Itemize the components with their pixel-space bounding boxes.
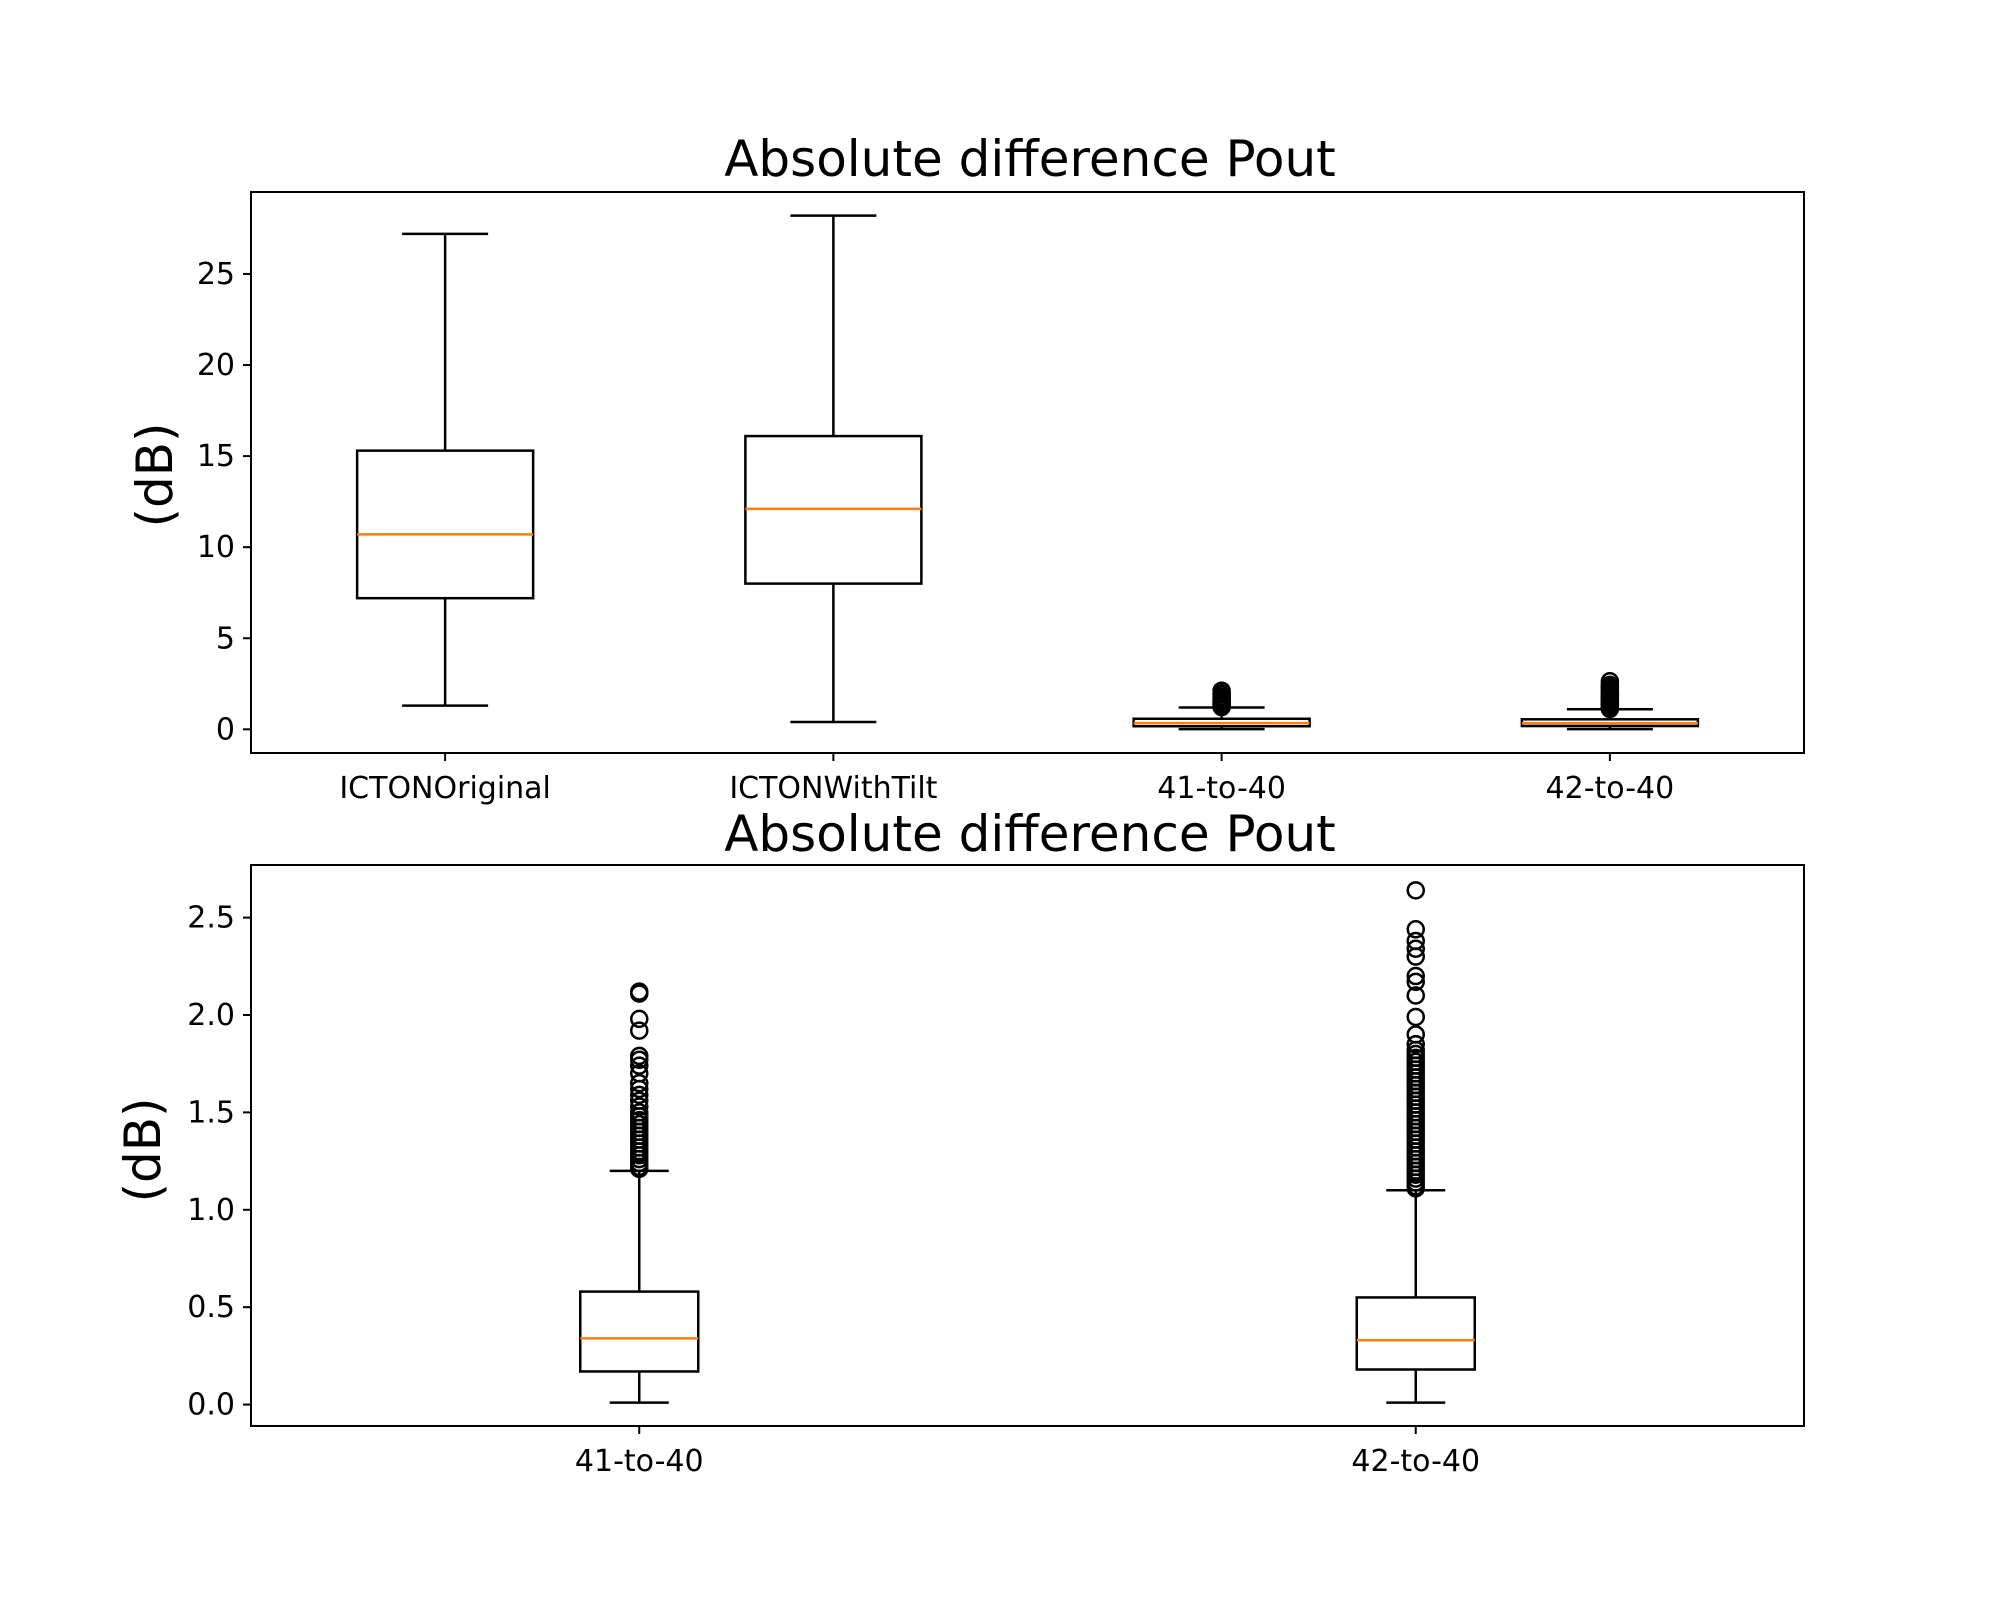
outlier-point — [630, 1009, 649, 1029]
outlier-point — [630, 1103, 649, 1122]
top-x-tick-label: 41-to-40 — [1157, 771, 1286, 806]
outlier-point — [1406, 920, 1425, 939]
bottom-y-tick-label: 2.5 — [187, 901, 235, 936]
iqr-box — [355, 449, 535, 600]
outlier-point — [1600, 671, 1620, 691]
bottom-boxplot-panel: Absolute difference Pout (dB) 0.0 0.5 1.0 1… — [114, 805, 1805, 1479]
top-box-1 — [744, 214, 923, 724]
iqr-box — [579, 1290, 700, 1373]
bottom-y-tick-label: 0.0 — [187, 1388, 235, 1423]
top-box-0 — [355, 232, 535, 707]
top-boxplot-panel: Absolute difference Pout (dB) 0 5 10 15 20 25… — [126, 130, 1805, 806]
outlier-point — [1406, 881, 1425, 900]
iqr-box — [1355, 1296, 1476, 1371]
outlier-point — [630, 1021, 649, 1040]
bottom-y-tick-label: 0.5 — [187, 1290, 235, 1325]
outlier-point — [1406, 1034, 1425, 1054]
outlier-point — [1406, 972, 1425, 992]
bottom-x-tick-label: 42-to-40 — [1351, 1444, 1480, 1479]
bottom-box-0 — [579, 982, 700, 1404]
outlier-point — [630, 1073, 649, 1093]
outlier-point — [630, 1064, 649, 1083]
outlier-point — [630, 1056, 649, 1075]
top-plot-frame — [250, 191, 1805, 754]
outlier-point — [630, 1046, 649, 1066]
top-x-tick-label: ICTONWithTilt — [729, 771, 937, 806]
bottom-y-tick-label: 1.0 — [187, 1193, 235, 1228]
top-y-tick-label: 20 — [197, 348, 235, 383]
top-x-tick-label: ICTONOriginal — [339, 771, 551, 806]
bottom-y-tick-label: 1.5 — [187, 1095, 235, 1130]
top-y-tick-label: 0 — [216, 712, 235, 747]
outlier-point — [1406, 939, 1425, 959]
top-chart-title: Absolute difference Pout — [724, 130, 1336, 188]
top-y-tick-label: 5 — [216, 621, 235, 656]
top-box-2 — [1132, 681, 1311, 731]
outlier-point — [1406, 986, 1425, 1005]
bottom-x-tick-label: 41-to-40 — [575, 1444, 704, 1479]
bottom-box-1 — [1355, 881, 1476, 1404]
outlier-point — [1212, 681, 1231, 700]
bottom-plot-frame — [250, 864, 1805, 1427]
top-y-tick-label: 10 — [197, 530, 235, 565]
outlier-point — [1406, 1007, 1425, 1027]
outlier-point — [630, 1091, 649, 1110]
top-box-3 — [1520, 671, 1700, 731]
outlier-point — [630, 1085, 649, 1105]
bottom-y-axis-label: (dB) — [114, 1097, 172, 1202]
outlier-point — [1406, 1025, 1425, 1044]
top-x-tick-label: 42-to-40 — [1546, 771, 1675, 806]
bottom-y-tick-label: 2.0 — [187, 998, 235, 1033]
outlier-point — [630, 982, 649, 1001]
top-y-tick-label: 25 — [197, 257, 235, 292]
top-y-tick-label: 15 — [197, 439, 235, 474]
top-y-axis-label: (dB) — [126, 422, 184, 527]
outlier-point — [630, 1097, 649, 1116]
outlier-point — [1406, 931, 1425, 951]
outlier-point — [1406, 966, 1425, 986]
bottom-chart-title: Absolute difference Pout — [724, 805, 1336, 863]
